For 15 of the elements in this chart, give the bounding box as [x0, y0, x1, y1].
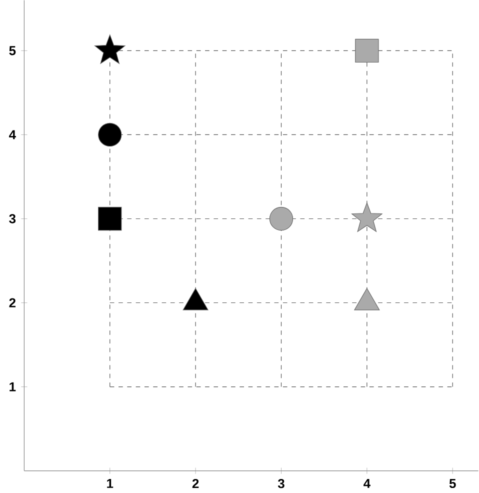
point: [355, 38, 379, 63]
y-tick-label: 3: [9, 214, 16, 224]
x-tick-label: 2: [192, 478, 199, 488]
x-tick-label: 1: [107, 478, 114, 488]
y-tick-label: 5: [9, 46, 16, 56]
point: [352, 202, 382, 232]
x-tick-label: 4: [364, 478, 371, 488]
y-tick-label: 2: [9, 298, 16, 308]
x-tick-label: 3: [278, 478, 285, 488]
point: [182, 288, 209, 310]
point: [354, 288, 380, 310]
x-tick-label: 5: [450, 478, 456, 488]
point: [98, 122, 122, 147]
y-tick-label: 1: [10, 382, 16, 392]
y-tick-label: 4: [9, 130, 16, 140]
